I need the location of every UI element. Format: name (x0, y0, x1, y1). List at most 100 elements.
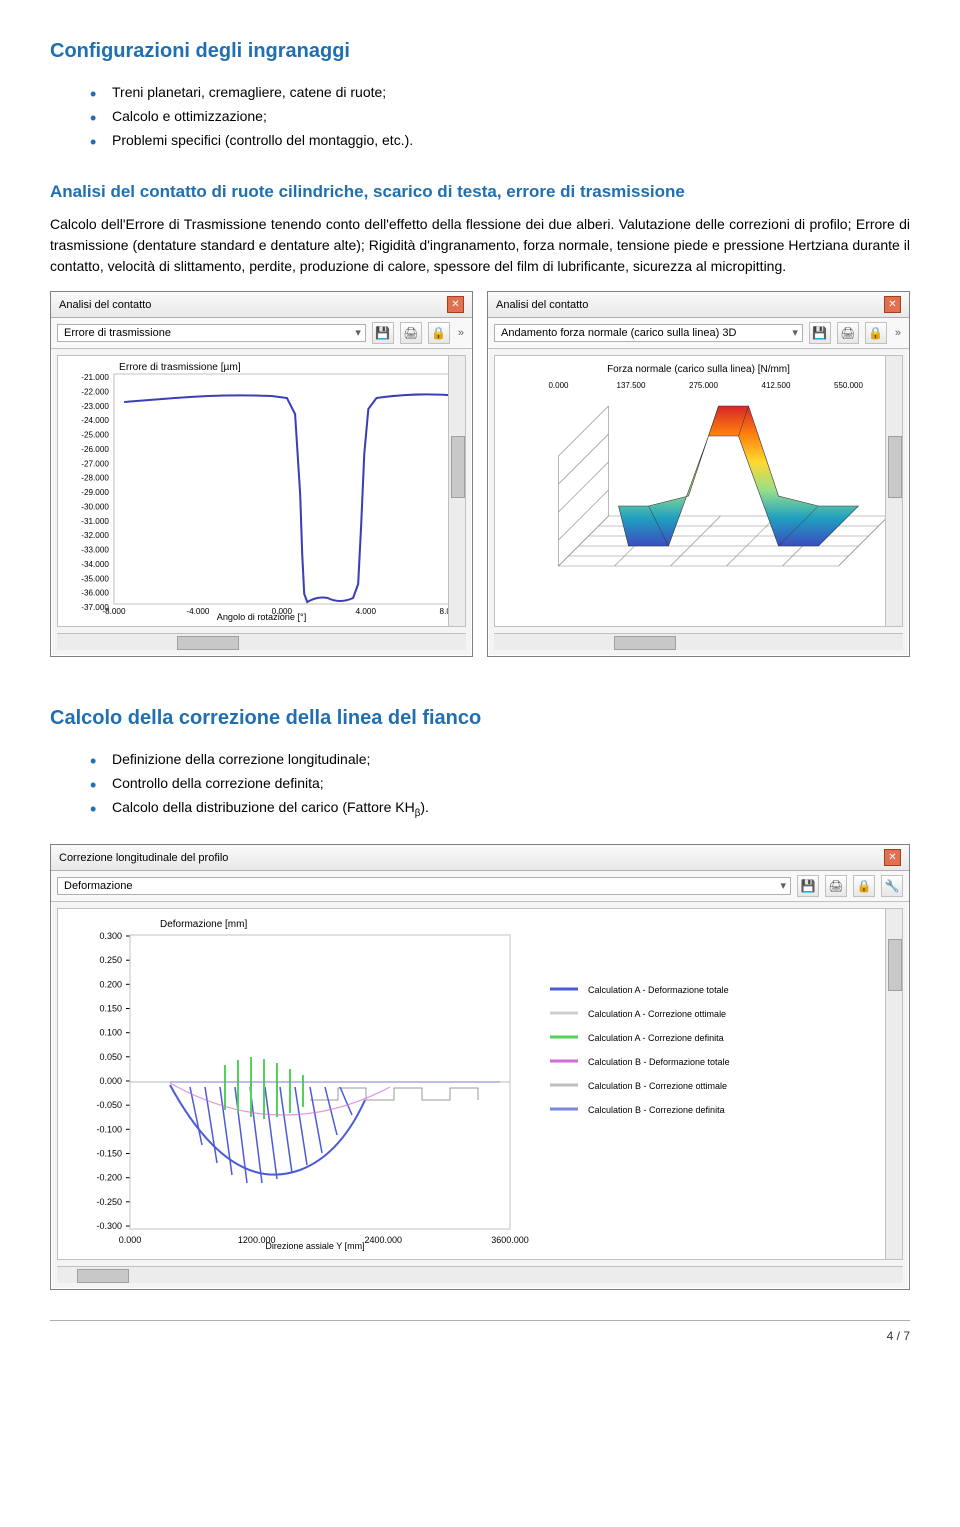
y-axis-label: Errore di trasmissione [µm] (119, 362, 241, 373)
svg-text:-33.000: -33.000 (81, 546, 109, 555)
svg-text:0.150: 0.150 (99, 1004, 122, 1014)
svg-text:-31.000: -31.000 (81, 517, 109, 526)
panel-title: Correzione longitudinale del profilo (59, 852, 228, 864)
svg-text:0.050: 0.050 (99, 1052, 122, 1062)
panel-header: Analisi del contatto ✕ (488, 292, 909, 318)
svg-text:412.500: 412.500 (762, 381, 791, 390)
bullet: Definizione della correzione longitudina… (90, 748, 910, 772)
scroll-thumb[interactable] (451, 436, 465, 498)
panel-toolbar: Deformazione 💾 🖨 🔒 🔧 (51, 871, 909, 902)
panel-toolbar: Errore di trasmissione 💾 🖨 🔒 » (51, 318, 472, 349)
line-chart-svg: Errore di trasmissione [µm] -21.000-22.0… (58, 356, 465, 626)
scroll-thumb[interactable] (177, 636, 239, 650)
lock-icon[interactable]: 🔒 (853, 875, 875, 897)
plot-area-3d: Forza normale (carico sulla linea) [N/mm… (494, 355, 903, 627)
legend-label: Calculation A - Deformazione totale (588, 985, 729, 995)
surface-chart-svg: Forza normale (carico sulla linea) [N/mm… (495, 356, 902, 626)
bullet: Calcolo e ottimizzazione; (90, 105, 910, 129)
surface-ridge (619, 406, 859, 546)
transmission-error-line (124, 395, 465, 603)
plot-area: Errore di trasmissione [µm] -21.000-22.0… (57, 355, 466, 627)
grid-floor (559, 406, 889, 566)
expand-icon[interactable]: » (456, 327, 466, 339)
plot-area: Deformazione [mm] 0.3000.2500.2000.1500.… (57, 908, 903, 1260)
svg-text:-0.150: -0.150 (96, 1149, 122, 1159)
expand-icon[interactable]: » (893, 327, 903, 339)
panel-transmission-error: Analisi del contatto ✕ Errore di trasmis… (50, 291, 473, 657)
scroll-thumb[interactable] (77, 1269, 129, 1283)
close-icon[interactable]: ✕ (884, 296, 901, 313)
scroll-thumb[interactable] (888, 939, 902, 991)
svg-text:-26.000: -26.000 (81, 445, 109, 454)
horizontal-scrollbar[interactable] (57, 633, 466, 650)
lock-icon[interactable]: 🔒 (865, 322, 887, 344)
scroll-thumb[interactable] (614, 636, 676, 650)
svg-text:-35.000: -35.000 (81, 575, 109, 584)
panel-title: Analisi del contatto (496, 299, 588, 311)
bullet: Treni planetari, cremagliere, catene di … (90, 81, 910, 105)
section3-title: Calcolo della correzione della linea del… (50, 707, 910, 730)
svg-text:0.100: 0.100 (99, 1028, 122, 1038)
print-icon[interactable]: 🖨 (825, 875, 847, 897)
svg-text:0.000: 0.000 (99, 1076, 122, 1086)
legend-label: Calculation B - Correzione definita (588, 1105, 725, 1115)
svg-text:0.200: 0.200 (99, 980, 122, 990)
svg-text:550.000: 550.000 (834, 381, 863, 390)
bullet: Controllo della correzione definita; (90, 772, 910, 796)
svg-text:-28.000: -28.000 (81, 474, 109, 483)
save-icon[interactable]: 💾 (797, 875, 819, 897)
legend-label: Calculation A - Correzione ottimale (588, 1009, 726, 1019)
close-icon[interactable]: ✕ (447, 296, 464, 313)
svg-text:-0.050: -0.050 (96, 1101, 122, 1111)
svg-text:-29.000: -29.000 (81, 488, 109, 497)
section2-para: Calcolo dell'Errore di Trasmissione tene… (50, 214, 910, 277)
hatching (190, 1087, 352, 1183)
save-icon[interactable]: 💾 (372, 322, 394, 344)
svg-text:-0.300: -0.300 (96, 1221, 122, 1231)
bullet: Calcolo della distribuzione del carico (… (90, 796, 910, 822)
chart-type-dropdown[interactable]: Andamento forza normale (carico sulla li… (494, 324, 803, 342)
section1-bullets: Treni planetari, cremagliere, catene di … (90, 81, 910, 152)
svg-text:-0.200: -0.200 (96, 1173, 122, 1183)
panel-normal-force-3d: Analisi del contatto ✕ Andamento forza n… (487, 291, 910, 657)
svg-text:4.000: 4.000 (356, 607, 377, 616)
horizontal-scrollbar[interactable] (57, 1266, 903, 1283)
svg-text:0.000: 0.000 (548, 381, 569, 390)
chart-type-dropdown[interactable]: Deformazione (57, 877, 791, 895)
x-axis-label: Angolo di rotazione [°] (217, 612, 307, 622)
save-icon[interactable]: 💾 (809, 322, 831, 344)
svg-text:-8.000: -8.000 (102, 607, 126, 616)
page-number: 4 / 7 (50, 1329, 910, 1343)
svg-text:-25.000: -25.000 (81, 431, 109, 440)
legend-label: Calculation A - Correzione definita (588, 1033, 724, 1043)
settings-icon[interactable]: 🔧 (881, 875, 903, 897)
panel-header: Analisi del contatto ✕ (51, 292, 472, 318)
legend-label: Calculation B - Deformazione totale (588, 1057, 730, 1067)
vertical-scrollbar[interactable] (885, 909, 902, 1259)
lock-icon[interactable]: 🔒 (428, 322, 450, 344)
plot-frame (114, 374, 450, 604)
section3-bullets: Definizione della correzione longitudina… (90, 748, 910, 822)
vertical-scrollbar[interactable] (448, 356, 465, 626)
horizontal-scrollbar[interactable] (494, 633, 903, 650)
print-icon[interactable]: 🖨 (837, 322, 859, 344)
svg-text:-23.000: -23.000 (81, 402, 109, 411)
print-icon[interactable]: 🖨 (400, 322, 422, 344)
section2-title: Analisi del contatto di ruote cilindrich… (50, 182, 910, 202)
svg-text:0.000: 0.000 (119, 1235, 142, 1245)
svg-text:275.000: 275.000 (689, 381, 718, 390)
close-icon[interactable]: ✕ (884, 849, 901, 866)
panel-toolbar: Andamento forza normale (carico sulla li… (488, 318, 909, 349)
vertical-scrollbar[interactable] (885, 356, 902, 626)
svg-text:-0.100: -0.100 (96, 1125, 122, 1135)
chart-type-dropdown[interactable]: Errore di trasmissione (57, 324, 366, 342)
chart-top-title: Forza normale (carico sulla linea) [N/mm… (607, 364, 790, 375)
svg-text:-21.000: -21.000 (81, 373, 109, 382)
svg-text:-34.000: -34.000 (81, 560, 109, 569)
svg-text:2400.000: 2400.000 (365, 1235, 403, 1245)
panel-longitudinal-correction: Correzione longitudinale del profilo ✕ D… (50, 844, 910, 1290)
svg-text:-27.000: -27.000 (81, 460, 109, 469)
scroll-thumb[interactable] (888, 436, 902, 498)
svg-text:-0.250: -0.250 (96, 1197, 122, 1207)
svg-text:0.300: 0.300 (99, 931, 122, 941)
